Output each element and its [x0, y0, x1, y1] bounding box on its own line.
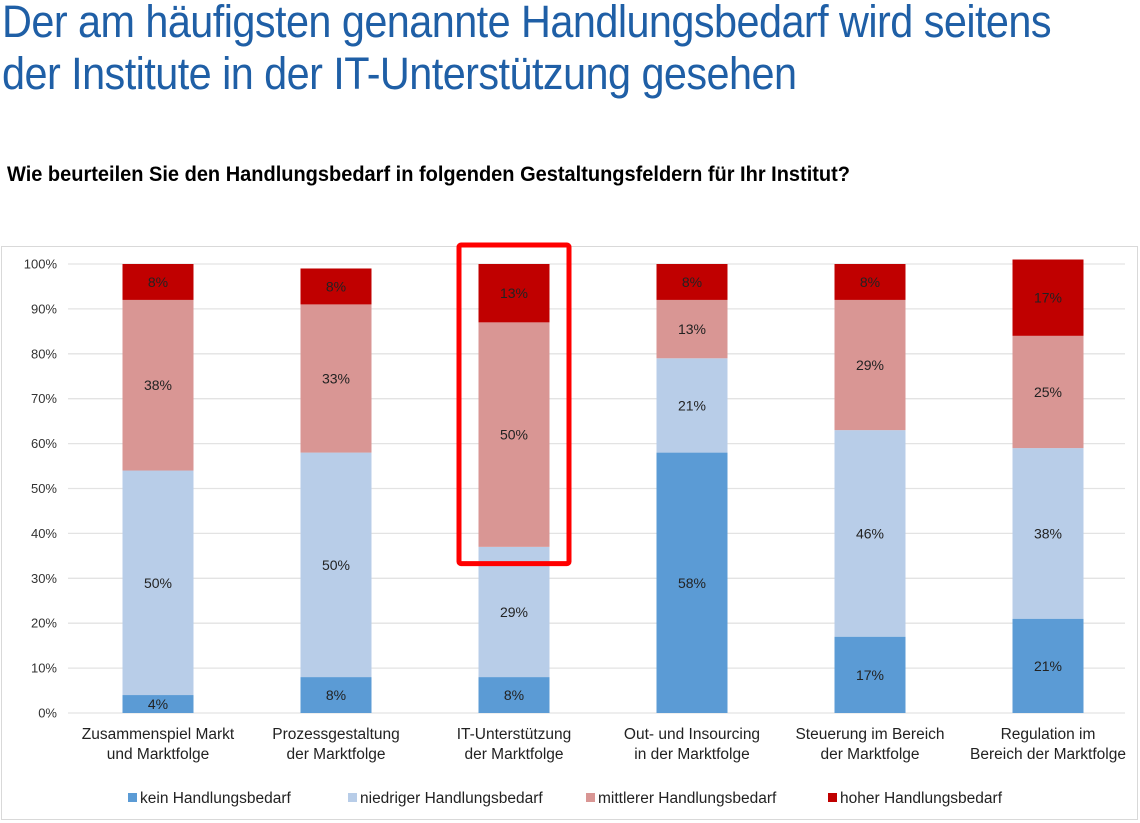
chart-question: Wie beurteilen Sie den Handlungsbedarf i… [7, 162, 851, 186]
y-tick-label: 70% [31, 391, 57, 406]
bar-segment [122, 264, 194, 300]
legend-label: mittlerer Handlungsbedarf [598, 790, 777, 807]
y-tick-label: 90% [31, 301, 57, 316]
bar-segment [834, 636, 906, 713]
x-tick-label: Prozessgestaltung [272, 726, 400, 743]
bar-segment [656, 358, 728, 453]
y-tick-label: 100% [24, 257, 58, 272]
bar-segment [1012, 618, 1084, 713]
x-tick-label: der Marktfolge [286, 746, 385, 763]
data-label: 38% [144, 377, 172, 393]
y-tick-label: 80% [31, 346, 57, 361]
x-tick-label: Steuerung im Bereich [795, 726, 944, 743]
x-tick-label: Regulation im [1001, 726, 1096, 743]
data-label: 46% [856, 525, 884, 541]
data-label: 29% [500, 604, 528, 620]
x-tick-label: der Marktfolge [464, 746, 563, 763]
x-tick-label: in der Marktfolge [634, 746, 749, 763]
data-label: 21% [678, 397, 706, 413]
x-tick-label: Out- und Insourcing [624, 726, 760, 743]
data-label: 25% [1034, 384, 1062, 400]
y-tick-label: 0% [38, 706, 57, 721]
data-label: 8% [148, 274, 168, 290]
bar-segment [478, 546, 550, 678]
y-tick-label: 10% [31, 661, 57, 676]
data-label: 17% [856, 667, 884, 683]
data-label: 8% [326, 278, 346, 294]
bar-segment [1012, 259, 1084, 336]
data-label: 50% [144, 575, 172, 591]
bar-segment [478, 322, 550, 547]
data-label: 21% [1034, 658, 1062, 674]
legend-swatch [348, 793, 357, 802]
legend-label: hoher Handlungsbedarf [840, 790, 1003, 807]
data-label: 17% [1034, 290, 1062, 306]
bar-segment [122, 695, 194, 713]
bar-segment [656, 299, 728, 359]
bar-segment [1012, 448, 1084, 619]
data-label: 8% [860, 274, 880, 290]
y-tick-label: 20% [31, 616, 57, 631]
data-label: 29% [856, 357, 884, 373]
legend-swatch [828, 793, 837, 802]
bar-segment [122, 470, 194, 696]
bar-segment [834, 299, 906, 431]
x-tick-label: der Marktfolge [820, 746, 919, 763]
bar-segment [656, 264, 728, 300]
bar-segment [122, 299, 194, 471]
bar-segment [478, 264, 550, 323]
legend-swatch [586, 793, 595, 802]
bars [122, 259, 1084, 713]
data-label: 13% [678, 321, 706, 337]
bar-segment [656, 452, 728, 713]
data-label: 58% [678, 575, 706, 591]
y-axis: 0% 10% 20% 30% 40% 50% 60% 70% 80% 90% 100% [24, 257, 58, 721]
data-label: 13% [500, 285, 528, 301]
data-label: 38% [1034, 525, 1062, 541]
y-tick-label: 60% [31, 436, 57, 451]
y-tick-label: 50% [31, 481, 57, 496]
page-title: Der am häufigsten genannte Handlungsbeda… [2, 0, 1052, 100]
x-tick-label: Bereich der Marktfolge [970, 746, 1126, 763]
bar-segment [300, 304, 372, 453]
y-tick-label: 40% [31, 526, 57, 541]
highlight-box [456, 242, 572, 567]
data-label: 8% [326, 687, 346, 703]
annotations [456, 242, 572, 567]
data-label: 50% [500, 427, 528, 443]
bar-segment [300, 268, 372, 305]
bar-segment [834, 430, 906, 637]
legend-swatch [128, 793, 137, 802]
data-label: 50% [322, 557, 350, 573]
legend: kein Handlungsbedarf niedriger Handlungsb… [128, 790, 1003, 807]
legend-label: kein Handlungsbedarf [140, 790, 291, 807]
title-line-2: der Institute in der IT-Unterstützung ge… [2, 48, 797, 99]
bar-segment [834, 264, 906, 300]
data-label: 33% [322, 370, 350, 386]
data-label: 8% [504, 687, 524, 703]
bar-segment [478, 677, 550, 713]
title-line-1: Der am häufigsten genannte Handlungsbeda… [2, 0, 1052, 47]
bar-segment [300, 452, 372, 678]
grid-lines [68, 263, 1125, 714]
y-tick-label: 30% [31, 571, 57, 586]
data-label: 4% [148, 696, 168, 712]
data-labels: 4% 50% 38% 8% 8% 50% 33% 8% 8% 29% 50% 13% 58% 21% 13%… [144, 274, 1062, 712]
bar-segment [300, 677, 372, 713]
x-tick-label: Zusammenspiel Markt [82, 726, 235, 743]
x-axis: Zusammenspiel Markt und Marktfolge Prozess… [82, 726, 1126, 763]
data-label: 8% [682, 274, 702, 290]
x-tick-label: IT-Unterstützung [457, 726, 572, 743]
legend-label: niedriger Handlungsbedarf [360, 790, 543, 807]
x-tick-label: und Marktfolge [107, 746, 210, 763]
bar-segment [1012, 335, 1084, 449]
